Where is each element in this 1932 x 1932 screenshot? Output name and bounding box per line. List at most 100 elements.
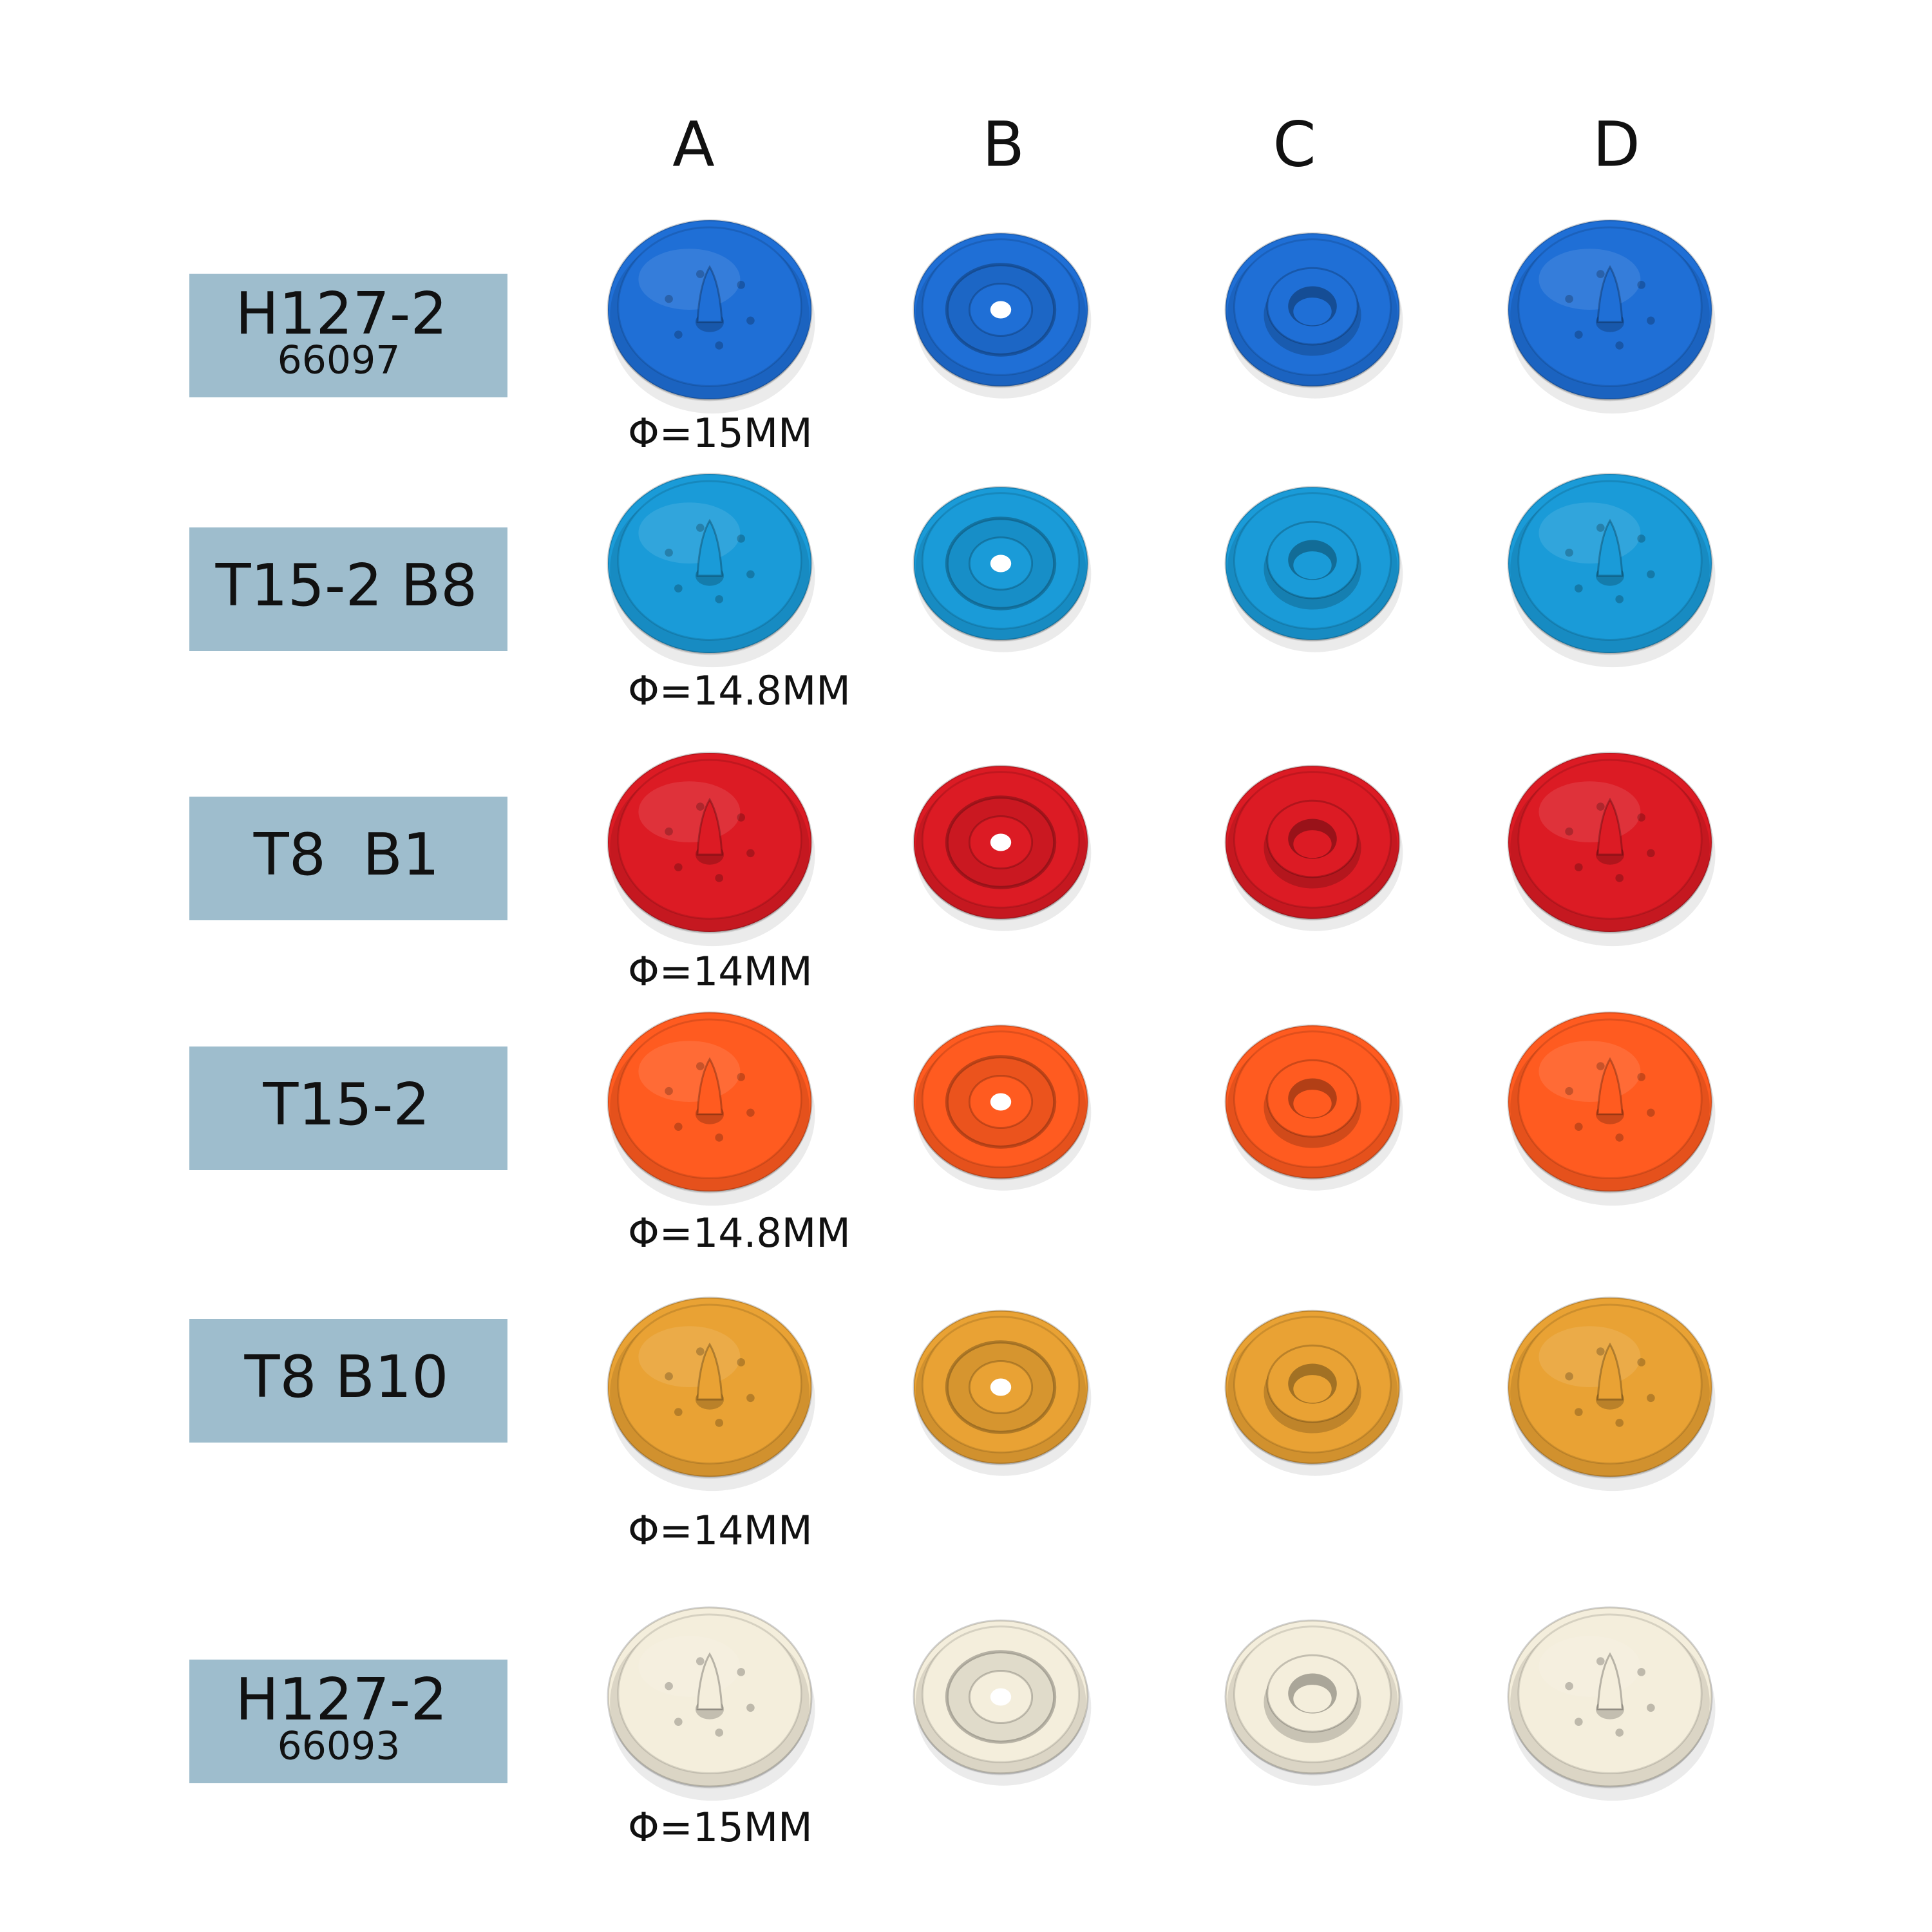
face-dot — [1565, 548, 1573, 557]
face-dot — [1615, 1728, 1624, 1737]
face-dot — [737, 281, 746, 289]
snap-button — [1507, 473, 1716, 668]
face-dot — [1615, 341, 1624, 350]
diameter-label: Φ=14MM — [628, 1507, 813, 1554]
snap-button — [913, 764, 1092, 931]
label-box — [189, 1319, 507, 1443]
face-dot — [696, 524, 705, 532]
face-dot — [674, 1122, 683, 1131]
center-hole — [990, 301, 1012, 319]
face-dot — [1596, 1062, 1605, 1070]
face-dot — [1647, 1394, 1655, 1403]
face-dot — [696, 270, 705, 278]
diameter-label: Φ=15MM — [628, 1804, 813, 1851]
face-dot — [1574, 1718, 1583, 1726]
snap-button — [913, 232, 1092, 399]
face-highlight — [638, 502, 741, 564]
center-hole — [990, 1688, 1012, 1706]
face-dot — [1615, 595, 1624, 603]
diameter-label: Φ=15MM — [628, 410, 813, 457]
snap-button — [913, 1619, 1092, 1786]
face-dot — [1596, 1347, 1605, 1356]
face-dot — [1596, 1657, 1605, 1665]
snap-button — [1224, 1024, 1403, 1191]
socket-inner — [1293, 1685, 1332, 1713]
snap-button — [607, 1606, 815, 1801]
face-dot — [1637, 1073, 1646, 1081]
face-dot — [1647, 316, 1655, 325]
snap-button — [913, 486, 1092, 652]
snap-button — [607, 473, 815, 668]
face-dot — [1574, 330, 1583, 339]
face-dot — [1637, 535, 1646, 543]
snap-button — [607, 219, 815, 414]
face-dot — [665, 1086, 673, 1095]
face-dot — [1637, 813, 1646, 822]
label-box — [189, 274, 507, 397]
face-dot — [665, 827, 673, 836]
snap-button — [1224, 232, 1403, 399]
face-highlight — [638, 1041, 741, 1102]
socket-inner — [1293, 1375, 1332, 1403]
snap-button — [607, 752, 815, 947]
socket-inner — [1293, 830, 1332, 858]
face-dot — [737, 535, 746, 543]
snap-button — [1507, 219, 1716, 414]
center-hole — [990, 833, 1012, 851]
face-dot — [746, 1108, 755, 1117]
snap-button — [1507, 1011, 1716, 1206]
column-header: A — [672, 108, 715, 180]
column-header: C — [1273, 108, 1316, 180]
diameter-label: Φ=14.8MM — [628, 667, 851, 714]
face-dot — [715, 1419, 724, 1427]
row-label: T15-2 — [262, 1071, 430, 1139]
face-highlight — [1539, 249, 1641, 310]
face-dot — [737, 1073, 746, 1081]
face-dot — [737, 813, 746, 822]
face-dot — [746, 316, 755, 325]
face-dot — [746, 1394, 755, 1403]
center-hole — [990, 554, 1012, 573]
face-dot — [715, 874, 724, 882]
face-dot — [1565, 1372, 1573, 1381]
row-label: H127-2 — [235, 280, 447, 348]
face-dot — [1647, 1108, 1655, 1117]
face-dot — [1596, 270, 1605, 278]
face-dot — [696, 802, 705, 811]
center-hole — [990, 1378, 1012, 1396]
face-dot — [1574, 1408, 1583, 1416]
snap-button — [1507, 752, 1716, 947]
face-dot — [737, 1668, 746, 1676]
face-highlight — [638, 249, 741, 310]
face-dot — [715, 341, 724, 350]
face-dot — [1647, 849, 1655, 858]
face-highlight — [1539, 1041, 1641, 1102]
face-dot — [1574, 863, 1583, 871]
face-dot — [1615, 1133, 1624, 1142]
center-hole — [990, 1093, 1012, 1111]
face-dot — [674, 1408, 683, 1416]
label-box — [189, 1046, 507, 1170]
column-header: B — [982, 108, 1025, 180]
snap-button — [913, 1024, 1092, 1191]
snap-button — [1224, 486, 1403, 652]
face-dot — [746, 570, 755, 579]
face-dot — [1596, 524, 1605, 532]
face-dot — [1647, 1703, 1655, 1712]
snap-button — [1507, 1296, 1716, 1492]
face-dot — [1596, 802, 1605, 811]
face-dot — [746, 1703, 755, 1712]
stud — [696, 265, 723, 323]
row-label: T15-2 B8 — [215, 552, 478, 620]
face-highlight — [638, 781, 741, 842]
socket-inner — [1293, 1090, 1332, 1118]
stud — [1596, 1057, 1624, 1115]
face-dot — [1565, 1681, 1573, 1690]
face-dot — [665, 294, 673, 303]
stud — [1596, 1652, 1624, 1710]
row-sub-label: 66093 — [278, 1724, 401, 1769]
face-dot — [665, 1372, 673, 1381]
snap-button — [913, 1309, 1092, 1476]
snap-button — [1507, 1606, 1716, 1801]
